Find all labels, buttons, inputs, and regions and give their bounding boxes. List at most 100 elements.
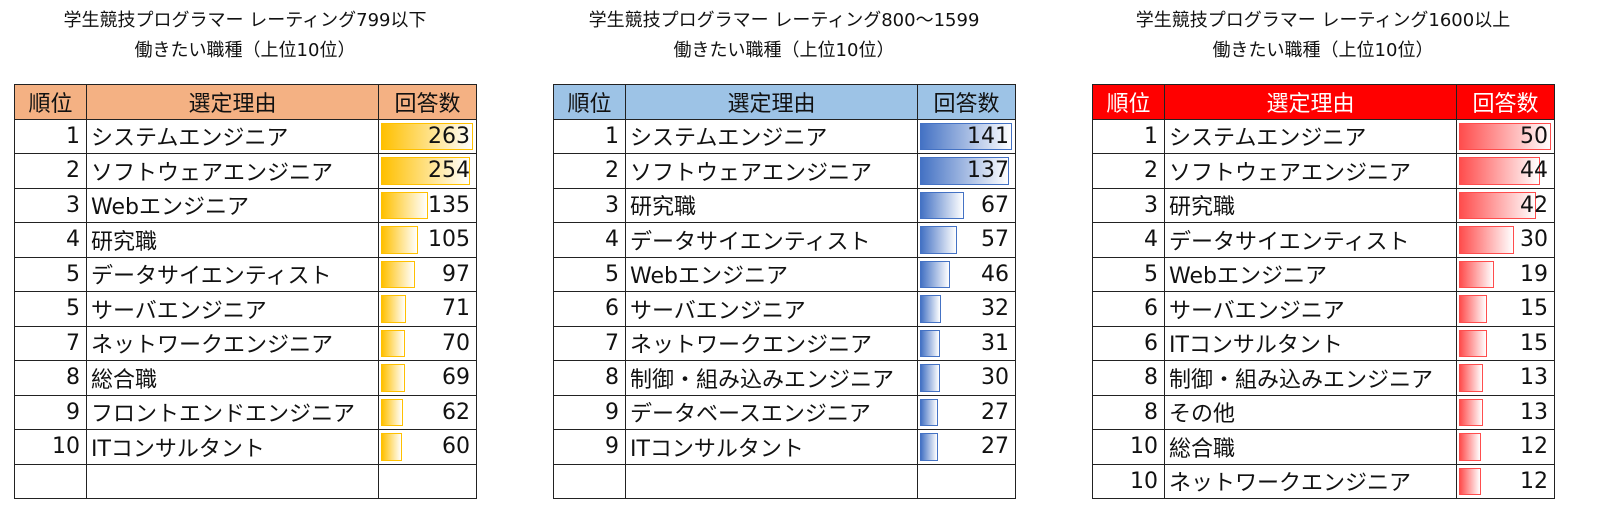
count-cell: 13: [1456, 394, 1555, 430]
count-cell: 19: [1456, 256, 1555, 292]
data-bar: [1459, 329, 1487, 357]
data-bar: [381, 191, 428, 219]
table-row: 9 データベースエンジニア 27: [553, 394, 1016, 430]
count-value: 27: [981, 399, 1009, 425]
table-header-row: 順位 選定理由 回答数: [553, 84, 1016, 120]
rank-cell: 3: [553, 187, 626, 223]
ranking-panel: 学生競技プログラマー レーティング799以下 働きたい職種（上位10位） 順位 選定理…: [14, 0, 477, 499]
job-name-cell: 制御・組み込みエンジニア: [625, 360, 918, 396]
rank-cell: 4: [553, 222, 626, 258]
table-row: 9 フロントエンドエンジニア 62: [14, 394, 477, 430]
job-name-cell: サーバエンジニア: [625, 291, 918, 327]
count-cell: 135: [378, 187, 477, 223]
job-name-cell: データサイエンティスト: [625, 222, 918, 258]
table-row: 1 システムエンジニア 50: [1092, 118, 1555, 154]
count-value: 105: [428, 227, 470, 253]
rank-cell: 5: [553, 256, 626, 292]
table-row: 5 データサイエンティスト 97: [14, 256, 477, 292]
count-cell: 13: [1456, 360, 1555, 396]
rank-cell: 1: [14, 118, 87, 154]
panel-title-line2: 働きたい職種（上位10位）: [1212, 40, 1434, 61]
rank-cell: [553, 463, 626, 499]
count-value: 12: [1520, 434, 1548, 460]
data-bar: [920, 122, 1012, 150]
job-name-cell: ITコンサルタント: [1164, 325, 1457, 361]
job-name-cell: フロントエンドエンジニア: [86, 394, 379, 430]
count-value: 19: [1520, 261, 1548, 287]
header-count: 回答数: [1456, 84, 1555, 120]
rank-cell: 6: [553, 291, 626, 327]
header-reason: 選定理由: [1164, 84, 1457, 120]
data-bar: [920, 329, 940, 357]
table-row: 5 サーバエンジニア 71: [14, 291, 477, 327]
job-name-cell: ソフトウェアエンジニア: [1164, 153, 1457, 189]
data-bar: [920, 295, 941, 323]
count-value: 71: [442, 296, 470, 322]
job-name-cell: ITコンサルタント: [625, 429, 918, 465]
table-row: 1 システムエンジニア 263: [14, 118, 477, 154]
job-name-cell: その他: [1164, 394, 1457, 430]
count-value: 12: [1520, 468, 1548, 494]
table-row: 3 研究職 42: [1092, 187, 1555, 223]
table-row: 8 その他 13: [1092, 394, 1555, 430]
rank-cell: 8: [14, 360, 87, 396]
count-value: 32: [981, 296, 1009, 322]
data-bar: [920, 226, 957, 254]
count-value: 42: [1520, 192, 1548, 218]
job-name-cell: システムエンジニア: [1164, 118, 1457, 154]
table-header-row: 順位 選定理由 回答数: [14, 84, 477, 120]
rank-cell: 4: [1092, 222, 1165, 258]
job-name-cell: ソフトウェアエンジニア: [625, 153, 918, 189]
count-cell: 30: [1456, 222, 1555, 258]
job-name-cell: システムエンジニア: [625, 118, 918, 154]
count-cell: 105: [378, 222, 477, 258]
rank-cell: 4: [14, 222, 87, 258]
job-name-cell: ネットワークエンジニア: [625, 325, 918, 361]
data-bar: [381, 398, 403, 426]
count-cell: 46: [917, 256, 1016, 292]
count-cell: 254: [378, 153, 477, 189]
panel-title: 学生競技プログラマー レーティング1600以上 働きたい職種（上位10位）: [1092, 0, 1554, 76]
rank-cell: 2: [14, 153, 87, 189]
job-name-cell: データサイエンティスト: [1164, 222, 1457, 258]
rank-cell: 7: [14, 325, 87, 361]
count-cell: 71: [378, 291, 477, 327]
data-bar: [381, 157, 470, 185]
table-row: 3 Webエンジニア 135: [14, 187, 477, 223]
panel-title: 学生競技プログラマー レーティング800～1599 働きたい職種（上位10位）: [553, 0, 1015, 76]
panel-title: 学生競技プログラマー レーティング799以下 働きたい職種（上位10位）: [14, 0, 476, 76]
job-name-cell: Webエンジニア: [1164, 256, 1457, 292]
table-row: 5 Webエンジニア 46: [553, 256, 1016, 292]
count-value: 254: [428, 158, 470, 184]
rank-cell: 7: [553, 325, 626, 361]
count-cell: 50: [1456, 118, 1555, 154]
job-name-cell: データサイエンティスト: [86, 256, 379, 292]
rank-cell: 5: [14, 256, 87, 292]
count-value: 31: [981, 330, 1009, 356]
rank-cell: 10: [14, 429, 87, 465]
table-row: 10 ネットワークエンジニア 12: [1092, 463, 1555, 499]
data-bar: [1459, 467, 1481, 495]
rank-cell: 1: [1092, 118, 1165, 154]
table-row: 2 ソフトウェアエンジニア 254: [14, 153, 477, 189]
panel-title-line2: 働きたい職種（上位10位）: [134, 40, 356, 61]
table-row: [553, 463, 1016, 499]
table-row: 2 ソフトウェアエンジニア 44: [1092, 153, 1555, 189]
count-value: 141: [967, 123, 1009, 149]
count-cell: 263: [378, 118, 477, 154]
count-cell: 30: [917, 360, 1016, 396]
rank-cell: 5: [1092, 256, 1165, 292]
table-row: 8 総合職 69: [14, 360, 477, 396]
count-cell: 97: [378, 256, 477, 292]
job-name-cell: 研究職: [1164, 187, 1457, 223]
count-value: 15: [1520, 330, 1548, 356]
header-count: 回答数: [378, 84, 477, 120]
rank-cell: 1: [553, 118, 626, 154]
table-row: 7 ネットワークエンジニア 31: [553, 325, 1016, 361]
data-bar: [920, 157, 1009, 185]
count-cell: [917, 463, 1016, 499]
header-rank: 順位: [1092, 84, 1165, 120]
rank-cell: 3: [1092, 187, 1165, 223]
count-cell: 141: [917, 118, 1016, 154]
header-reason: 選定理由: [86, 84, 379, 120]
